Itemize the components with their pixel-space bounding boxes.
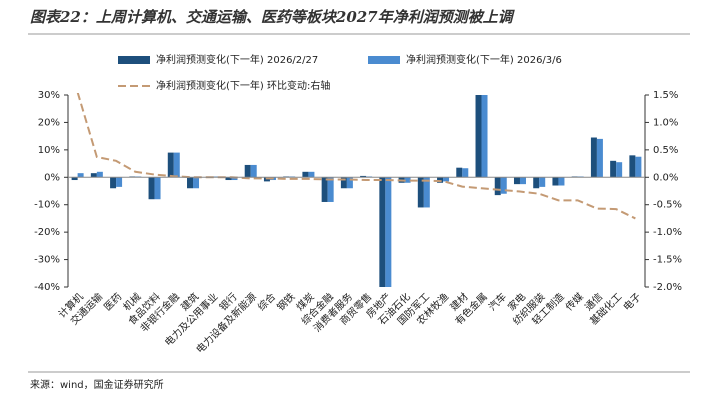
bar — [308, 171, 315, 178]
legend-swatch — [118, 56, 150, 64]
legend-label: 净利润预测变化(下一年) 2026/3/6 — [406, 53, 562, 66]
bar — [456, 167, 463, 178]
bar — [71, 177, 78, 181]
source: 来源：wind，国金证券研究所 — [30, 378, 164, 391]
bar — [110, 177, 117, 189]
y-tick-label: -10% — [34, 200, 60, 211]
y-tick-label: 0% — [44, 172, 60, 183]
bar — [596, 138, 603, 178]
bar — [173, 152, 180, 178]
bar — [423, 177, 430, 208]
bar — [437, 177, 444, 183]
x-tick-label: 汽车 — [486, 290, 509, 313]
x-tick-label: 医药 — [102, 291, 125, 314]
bar — [167, 152, 174, 178]
y2-tick-label: -1.5% — [653, 255, 682, 266]
y-tick-label: -40% — [34, 282, 60, 293]
y-tick-label: 20% — [38, 117, 60, 128]
y-tick-label: -20% — [34, 227, 60, 238]
bar — [302, 171, 309, 178]
chart-title: 图表22：上周计算机、交通运输、医药等板块2027年净利润预测被上调 — [30, 8, 516, 26]
bar — [481, 95, 488, 178]
y2-tick-label: -0.5% — [653, 200, 682, 211]
bar — [590, 137, 597, 178]
y2-tick-label: -1.0% — [653, 227, 682, 238]
plot — [71, 93, 642, 287]
bar — [404, 177, 411, 183]
bar — [244, 164, 251, 178]
bar — [187, 177, 194, 189]
bar — [193, 177, 200, 189]
bar — [610, 160, 617, 178]
y2-tick-label: 0.0% — [653, 172, 678, 183]
bar — [225, 177, 232, 181]
legend-label: 净利润预测变化(下一年) 2026/2/27 — [156, 53, 318, 66]
line-series — [76, 93, 636, 220]
bar — [116, 177, 123, 187]
bar — [629, 155, 636, 178]
x-tick-label: 电子 — [620, 290, 643, 313]
bar — [462, 168, 469, 178]
bar — [385, 177, 392, 287]
bar — [443, 177, 450, 182]
y2-tick-label: 1.5% — [653, 90, 678, 101]
y2-tick-label: -2.0% — [653, 282, 682, 293]
bar — [513, 177, 520, 185]
bar — [616, 162, 623, 178]
bar — [231, 177, 238, 181]
x-tick-label: 钢铁 — [274, 290, 297, 313]
x-tick-label: 传媒 — [563, 291, 586, 314]
bar — [340, 177, 347, 189]
bar — [519, 177, 526, 185]
bar — [635, 156, 642, 178]
x-tick-label: 综合 — [255, 290, 278, 313]
bar — [417, 177, 424, 208]
bar — [154, 177, 161, 200]
bar — [90, 173, 97, 178]
bar — [475, 95, 482, 178]
bar — [96, 171, 103, 178]
legend-swatch — [368, 56, 400, 64]
y2-tick-label: 0.5% — [653, 145, 678, 156]
bar — [250, 164, 257, 178]
bar — [360, 175, 367, 178]
bar — [494, 177, 501, 196]
bar — [346, 177, 353, 189]
bar — [552, 177, 559, 186]
bar — [379, 177, 386, 287]
y2-tick-label: 1.0% — [653, 117, 678, 128]
bar — [558, 177, 565, 186]
bar — [500, 177, 507, 194]
bar — [533, 177, 540, 189]
bar — [327, 177, 334, 202]
bar — [539, 177, 546, 187]
legend-label: 净利润预测变化(下一年) 环比变动:右轴 — [156, 79, 330, 92]
y-tick-label: 10% — [38, 145, 60, 156]
bar — [321, 177, 328, 202]
y-tick-label: -30% — [34, 255, 60, 266]
bar — [148, 177, 155, 200]
y-tick-label: 30% — [38, 90, 60, 101]
bar — [77, 173, 84, 178]
